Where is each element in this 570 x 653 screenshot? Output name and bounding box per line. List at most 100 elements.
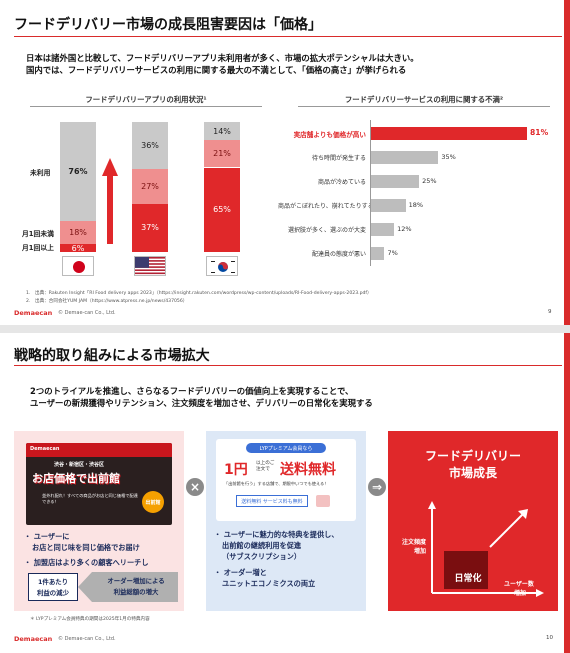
profit-decrease-box: 1件あたり 利益の減少 [28,573,78,601]
market-growth-panel: フードデリバリー 市場成長 日常化 注文頻度 増加 ユーザー数 増加 [388,431,558,611]
panel2-bullet1-line1: ・ ユーザーに魅力的な特典を提供し、 [214,530,339,539]
usage-bar-segment: 76% [60,122,96,221]
footnote: ＊ LYPプレミアム会員特典の期間は2025年1月の特典内容 [30,617,150,622]
source-note-1: 1. 出典：Rakuten Insight「RI Food delivery a… [26,291,372,296]
panel2-bullet1-line2: 出前館の継続利用を促進 [222,541,302,550]
source-note-2: 2. 出典：合同会社YUM JAM（https://www.atpress.ne… [26,299,188,304]
complaint-value: 12% [397,225,412,233]
arrow-text-line1: オーダー増加による [107,577,165,585]
banner-desc: 「出前館を行う」する店舗で、期限中いつでも使える！ [224,481,329,486]
complaint-bar [371,223,395,236]
profit-box-line1: 1件あたり [37,578,68,586]
arrow-right-icon: ⇒ [368,478,386,496]
usage-bar-segment: 37% [132,203,168,252]
row-label-unused: 未利用 [30,169,51,177]
complaint-bar [371,199,406,212]
growth-arrow-icon [102,158,118,244]
y-axis-label-line2: 増加 [413,548,426,555]
usage-bar-segment: 65% [204,167,240,252]
complaint-label: 実店舗よりも価格が高い [293,131,366,139]
slide-accent-bar [564,0,570,325]
one-yen-sub: 以上のご注文で [256,461,275,472]
usage-bar-segment: 6% [60,244,96,253]
complaint-bar [371,151,439,164]
complaint-value: 25% [422,177,437,185]
panel2-bullet1-line3: （サブスクリプション） [222,552,302,561]
slide-strategy: 戦略的取り組みによる市場拡大 2つのトライアルを推進し、さらなるフードデリバリー… [0,333,570,653]
lead-text-line1: 2つのトライアルを推進し、さらなるフードデリバリーの価値向上を実現することで、 [30,386,354,396]
title-divider [14,36,562,37]
demaecan-logo: Demaecan [14,309,53,317]
complaints-axis-line [370,120,371,266]
lyp-pill: LYPプレミアム会員なら [246,443,326,453]
complaint-bar [371,127,527,140]
complaint-label: 商品がこぼれたり、崩れてたりする [278,203,374,210]
usage-bar-segment: 18% [60,220,96,245]
slide-market-barriers: フードデリバリー市場の成長阻害要因は「価格」 日本は諸外国と比較して、フードデリ… [0,0,570,325]
subscription-panel: LYPプレミアム会員なら 1円 以上のご注文で 送料無料 「出前館を行う」する店… [206,431,366,611]
complaint-value: 35% [441,153,456,161]
usage-bar-segment: 27% [132,168,168,204]
complaint-label: 選択肢が多く、選ぶのが大変 [287,227,366,234]
banner-main-text: お店価格で出前館 [32,472,120,485]
panel2-bullet2-line2: ユニットエコノミクスの両立 [222,579,316,588]
banner-logo: Demaecan [30,446,60,452]
usage-heading-line [30,106,262,107]
banner-area-text: 渋谷・新宿区・渋谷区 [54,462,105,468]
slide-title: フードデリバリー市場の成長阻害要因は「価格」 [14,17,322,33]
complaints-chart-heading: フードデリバリーサービスの利用に関する不満² [344,95,504,104]
gift-icon [316,495,330,507]
usage-bar-segment: 14% [204,122,240,141]
free-shipping-text: 送料無料 [280,462,336,478]
growth-title-line1: フードデリバリー [424,449,521,463]
complaint-value: 7% [387,249,398,257]
complaint-label: 待ち時間が発生する [311,155,366,162]
row-label-monthly-plus: 月1回以上 [22,244,54,252]
japan-flag-icon [62,256,94,276]
lead-text-line2: ユーザーの新規獲得やリテンション、注文頻度を増加させ、デリバリーの日常化を実現す… [30,398,373,408]
page-number: 10 [546,635,553,641]
panel1-bullet2: ・ 加盟店はより多くの顧客へリーチし [24,558,149,567]
multiply-icon: × [186,478,204,496]
panel1-bullet1-line2: お店と同じ味を同じ価格でお届け [32,543,140,552]
complaint-bar [371,247,385,260]
price-parity-panel: Demaecan 渋谷・新宿区・渋谷区 お店価格で出前館 並外れ配れ！すべての商… [14,431,184,611]
profit-box-line2: 利益の減少 [37,589,69,597]
x-axis-label-line1: ユーザー数 [504,581,534,588]
demaecan-logo: Demaecan [14,635,53,643]
panel2-bullet2-line1: ・ オーダー増と [214,568,267,577]
y-axis-label-line1: 注文頻度 [401,539,426,546]
complaint-value: 81% [530,128,549,137]
arrow-text-line2: 利益総額の増大 [113,588,159,596]
slide-title: 戦略的取り組みによる市場拡大 [14,348,210,364]
usa-flag-icon [134,256,166,276]
korea-flag-icon [206,256,238,276]
usage-bar-segment: 36% [132,122,168,169]
lead-text-line1: 日本は諸外国と比較して、フードデリバリーアプリ未利用者が多く、市場の拡大ポテンシ… [26,53,419,63]
lyp-premium-banner: LYPプレミアム会員なら 1円 以上のご注文で 送料無料 「出前館を行う」する店… [216,439,356,521]
row-label-under-monthly: 月1回未満 [22,230,54,238]
one-yen-text: 1円 [224,462,248,478]
store-price-banner: Demaecan 渋谷・新宿区・渋谷区 お店価格で出前館 並外れ配れ！すべての商… [26,443,172,525]
complaint-value: 18% [408,201,424,209]
growth-axes-diagram [428,501,544,597]
usage-bar-segment: 21% [204,140,240,168]
growth-title-line2: 市場成長 [448,466,497,480]
title-divider [14,365,562,366]
page-number: 9 [548,309,552,315]
panel1-bullet1-line1: ・ ユーザーに [24,532,70,541]
slide-accent-bar [564,333,570,653]
banner-badge: 出前館 [142,491,164,513]
complaint-label: 配達員の態度が悪い [311,251,366,258]
complaint-bar [371,175,420,188]
daily-use-label: 日常化 [454,574,482,584]
x-axis-label-line2: 増加 [514,590,527,597]
lead-text-line2: 国内では、フードデリバリーサービスの利用に関する最大の不満として、「価格の高さ」… [26,65,407,75]
complaint-label: 商品が冷めている [317,179,366,186]
service-fee-tag: 送料無料 サービス料も無料 [236,495,308,507]
banner-sub-text: 並外れ配れ！すべての商品がお店と同じ価格で配達できる！ [42,493,138,504]
left-arrow-shape [78,572,178,602]
complaints-heading-line [298,106,550,107]
copyright: © Demae-can Co., Ltd. [58,310,116,316]
copyright: © Demae-can Co., Ltd. [58,636,116,642]
